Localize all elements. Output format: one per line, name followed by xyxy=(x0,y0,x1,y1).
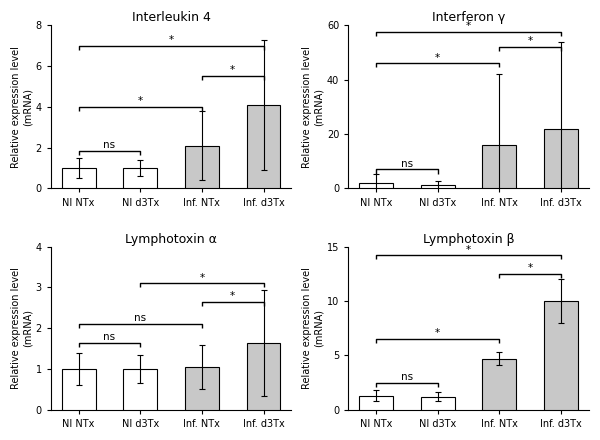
Text: ns: ns xyxy=(401,158,413,169)
Bar xyxy=(544,128,578,188)
Text: *: * xyxy=(230,291,235,301)
Text: *: * xyxy=(230,66,235,76)
Text: *: * xyxy=(435,328,440,338)
Bar xyxy=(247,343,280,410)
Text: *: * xyxy=(527,36,533,46)
Text: *: * xyxy=(199,272,205,282)
Y-axis label: Relative expression level
(mRNA): Relative expression level (mRNA) xyxy=(302,268,324,389)
Text: ns: ns xyxy=(134,313,146,323)
Bar xyxy=(124,369,157,410)
Y-axis label: Relative expression level
(mRNA): Relative expression level (mRNA) xyxy=(11,46,33,168)
Text: *: * xyxy=(138,96,143,106)
Text: ns: ns xyxy=(401,372,413,382)
Text: ns: ns xyxy=(103,332,116,342)
Bar xyxy=(421,185,455,188)
Text: *: * xyxy=(169,35,173,45)
Title: Lymphotoxin β: Lymphotoxin β xyxy=(423,232,514,246)
Bar xyxy=(124,168,157,188)
Bar xyxy=(359,183,393,188)
Y-axis label: Relative expression level
(mRNA): Relative expression level (mRNA) xyxy=(302,46,324,168)
Y-axis label: Relative expression level
(mRNA): Relative expression level (mRNA) xyxy=(11,268,33,389)
Bar xyxy=(359,396,393,410)
Text: *: * xyxy=(466,245,471,255)
Bar xyxy=(62,369,95,410)
Bar xyxy=(482,145,517,188)
Bar xyxy=(62,168,95,188)
Text: *: * xyxy=(527,263,533,273)
Bar xyxy=(544,301,578,410)
Title: Interleukin 4: Interleukin 4 xyxy=(131,11,211,24)
Text: *: * xyxy=(466,21,471,31)
Text: *: * xyxy=(435,52,440,62)
Bar xyxy=(247,105,280,188)
Bar xyxy=(185,367,219,410)
Title: Lymphotoxin α: Lymphotoxin α xyxy=(125,232,217,246)
Text: ns: ns xyxy=(103,140,116,150)
Bar xyxy=(185,146,219,188)
Bar xyxy=(482,359,517,410)
Bar xyxy=(421,397,455,410)
Title: Interferon γ: Interferon γ xyxy=(432,11,505,24)
